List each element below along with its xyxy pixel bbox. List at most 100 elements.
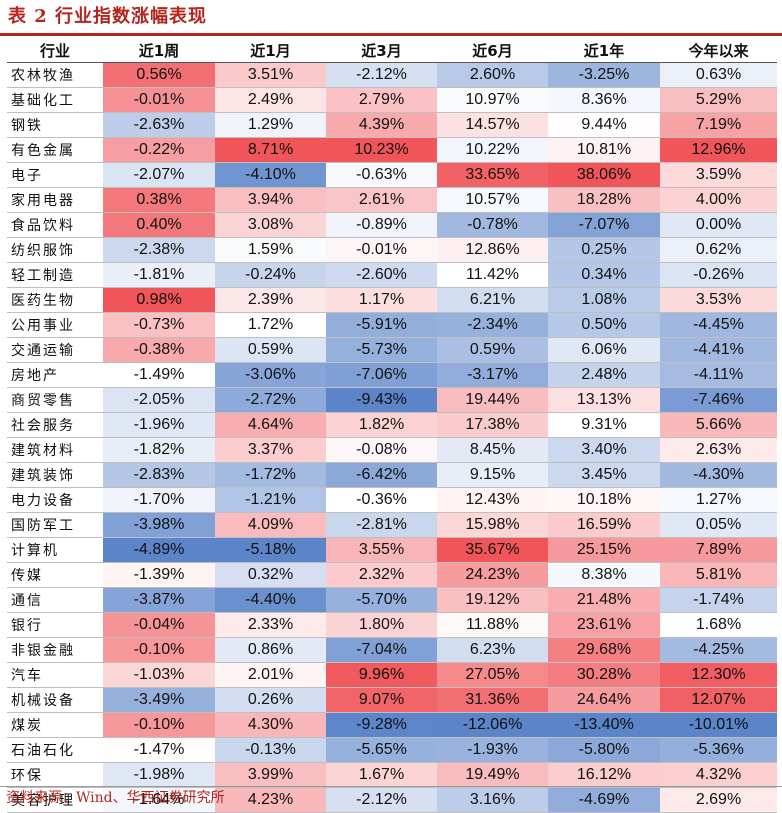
industry-name: 国防军工 bbox=[7, 512, 103, 538]
value-cell: -0.63% bbox=[326, 162, 437, 188]
value-cell: -0.38% bbox=[103, 337, 215, 363]
value-cell: -6.42% bbox=[326, 462, 437, 488]
value-cell: 4.39% bbox=[326, 112, 437, 138]
value-cell: 12.86% bbox=[437, 237, 548, 263]
value-cell: 12.30% bbox=[660, 662, 777, 688]
table-row: 机械设备 -3.49% 0.26% 9.07% 31.36% 24.64% 12.07% bbox=[7, 687, 777, 713]
value-cell: 9.15% bbox=[437, 462, 548, 488]
industry-name: 汽车 bbox=[7, 662, 103, 688]
header-industry: 行业 bbox=[7, 38, 103, 63]
value-cell: -0.73% bbox=[103, 312, 215, 338]
value-cell: -4.10% bbox=[215, 162, 326, 188]
value-cell: 5.66% bbox=[660, 412, 777, 438]
header-1m: 近1月 bbox=[215, 38, 326, 63]
value-cell: 12.07% bbox=[660, 687, 777, 713]
value-cell: 1.82% bbox=[326, 412, 437, 438]
value-cell: -5.70% bbox=[326, 587, 437, 613]
value-cell: -0.10% bbox=[103, 637, 215, 663]
value-cell: 0.00% bbox=[660, 212, 777, 238]
industry-name: 家用电器 bbox=[7, 187, 103, 213]
industry-name: 公用事业 bbox=[7, 312, 103, 338]
value-cell: -1.39% bbox=[103, 562, 215, 588]
table-row: 煤炭 -0.10% 4.30% -9.28% -12.06% -13.40% -10.01% bbox=[7, 712, 777, 738]
value-cell: 21.48% bbox=[548, 587, 660, 613]
value-cell: 1.08% bbox=[548, 287, 660, 313]
value-cell: 9.31% bbox=[548, 412, 660, 438]
value-cell: 1.80% bbox=[326, 612, 437, 638]
header-1w: 近1周 bbox=[103, 38, 215, 63]
value-cell: -3.25% bbox=[548, 62, 660, 88]
table-row: 电子 -2.07% -4.10% -0.63% 33.65% 38.06% 3.59% bbox=[7, 162, 777, 188]
value-cell: -1.03% bbox=[103, 662, 215, 688]
value-cell: 1.68% bbox=[660, 612, 777, 638]
value-cell: -0.01% bbox=[103, 87, 215, 113]
table-row: 基础化工 -0.01% 2.49% 2.79% 10.97% 8.36% 5.29% bbox=[7, 87, 777, 113]
value-cell: -1.64% bbox=[103, 787, 215, 813]
value-cell: 2.49% bbox=[215, 87, 326, 113]
value-cell: -1.72% bbox=[215, 462, 326, 488]
value-cell: 0.98% bbox=[103, 287, 215, 313]
table-row: 银行 -0.04% 2.33% 1.80% 11.88% 23.61% 1.68% bbox=[7, 612, 777, 638]
value-cell: 8.45% bbox=[437, 437, 548, 463]
value-cell: 16.12% bbox=[548, 762, 660, 788]
table-row: 汽车 -1.03% 2.01% 9.96% 27.05% 30.28% 12.30% bbox=[7, 662, 777, 688]
value-cell: 10.18% bbox=[548, 487, 660, 513]
value-cell: 0.34% bbox=[548, 262, 660, 288]
value-cell: 0.56% bbox=[103, 62, 215, 88]
value-cell: 0.32% bbox=[215, 562, 326, 588]
value-cell: -0.36% bbox=[326, 487, 437, 513]
value-cell: 3.55% bbox=[326, 537, 437, 563]
value-cell: -5.73% bbox=[326, 337, 437, 363]
value-cell: -5.65% bbox=[326, 737, 437, 763]
value-cell: -4.89% bbox=[103, 537, 215, 563]
industry-name: 食品饮料 bbox=[7, 212, 103, 238]
value-cell: 10.22% bbox=[437, 137, 548, 163]
value-cell: -0.04% bbox=[103, 612, 215, 638]
industry-name: 农林牧渔 bbox=[7, 62, 103, 88]
value-cell: 6.23% bbox=[437, 637, 548, 663]
industry-name: 传媒 bbox=[7, 562, 103, 588]
value-cell: 2.63% bbox=[660, 437, 777, 463]
value-cell: -0.10% bbox=[103, 712, 215, 738]
value-cell: 4.32% bbox=[660, 762, 777, 788]
value-cell: 0.05% bbox=[660, 512, 777, 538]
table-row: 美容护理 -1.64% 4.23% -2.12% 3.16% -4.69% 2.69% bbox=[7, 787, 777, 813]
industry-name: 石油石化 bbox=[7, 737, 103, 763]
industry-name: 美容护理 bbox=[7, 787, 103, 813]
value-cell: 2.01% bbox=[215, 662, 326, 688]
value-cell: 6.21% bbox=[437, 287, 548, 313]
value-cell: 3.40% bbox=[548, 437, 660, 463]
value-cell: 2.69% bbox=[660, 787, 777, 813]
value-cell: -3.87% bbox=[103, 587, 215, 613]
value-cell: 2.79% bbox=[326, 87, 437, 113]
value-cell: 2.48% bbox=[548, 362, 660, 388]
table-row: 环保 -1.98% 3.99% 1.67% 19.49% 16.12% 4.32% bbox=[7, 762, 777, 788]
industry-name: 通信 bbox=[7, 587, 103, 613]
value-cell: 31.36% bbox=[437, 687, 548, 713]
value-cell: 10.97% bbox=[437, 87, 548, 113]
value-cell: -1.70% bbox=[103, 487, 215, 513]
industry-name: 电子 bbox=[7, 162, 103, 188]
value-cell: 0.38% bbox=[103, 187, 215, 213]
value-cell: -2.07% bbox=[103, 162, 215, 188]
table-body: 农林牧渔 0.56% 3.51% -2.12% 2.60% -3.25% 0.63% 基础化工… bbox=[7, 62, 777, 813]
table-row: 建筑材料 -1.82% 3.37% -0.08% 8.45% 3.40% 2.63% bbox=[7, 437, 777, 463]
table-row: 电力设备 -1.70% -1.21% -0.36% 12.43% 10.18% 1.27% bbox=[7, 487, 777, 513]
value-cell: 0.59% bbox=[215, 337, 326, 363]
value-cell: 7.19% bbox=[660, 112, 777, 138]
value-cell: -4.45% bbox=[660, 312, 777, 338]
value-cell: 9.44% bbox=[548, 112, 660, 138]
value-cell: -7.07% bbox=[548, 212, 660, 238]
value-cell: 2.60% bbox=[437, 62, 548, 88]
value-cell: 0.63% bbox=[660, 62, 777, 88]
table-row: 房地产 -1.49% -3.06% -7.06% -3.17% 2.48% -4.11% bbox=[7, 362, 777, 388]
value-cell: 17.38% bbox=[437, 412, 548, 438]
industry-name: 交通运输 bbox=[7, 337, 103, 363]
value-cell: 3.59% bbox=[660, 162, 777, 188]
value-cell: 1.67% bbox=[326, 762, 437, 788]
value-cell: 1.29% bbox=[215, 112, 326, 138]
footer-divider bbox=[0, 786, 782, 787]
value-cell: 3.51% bbox=[215, 62, 326, 88]
title-divider bbox=[0, 33, 782, 36]
value-cell: -0.78% bbox=[437, 212, 548, 238]
